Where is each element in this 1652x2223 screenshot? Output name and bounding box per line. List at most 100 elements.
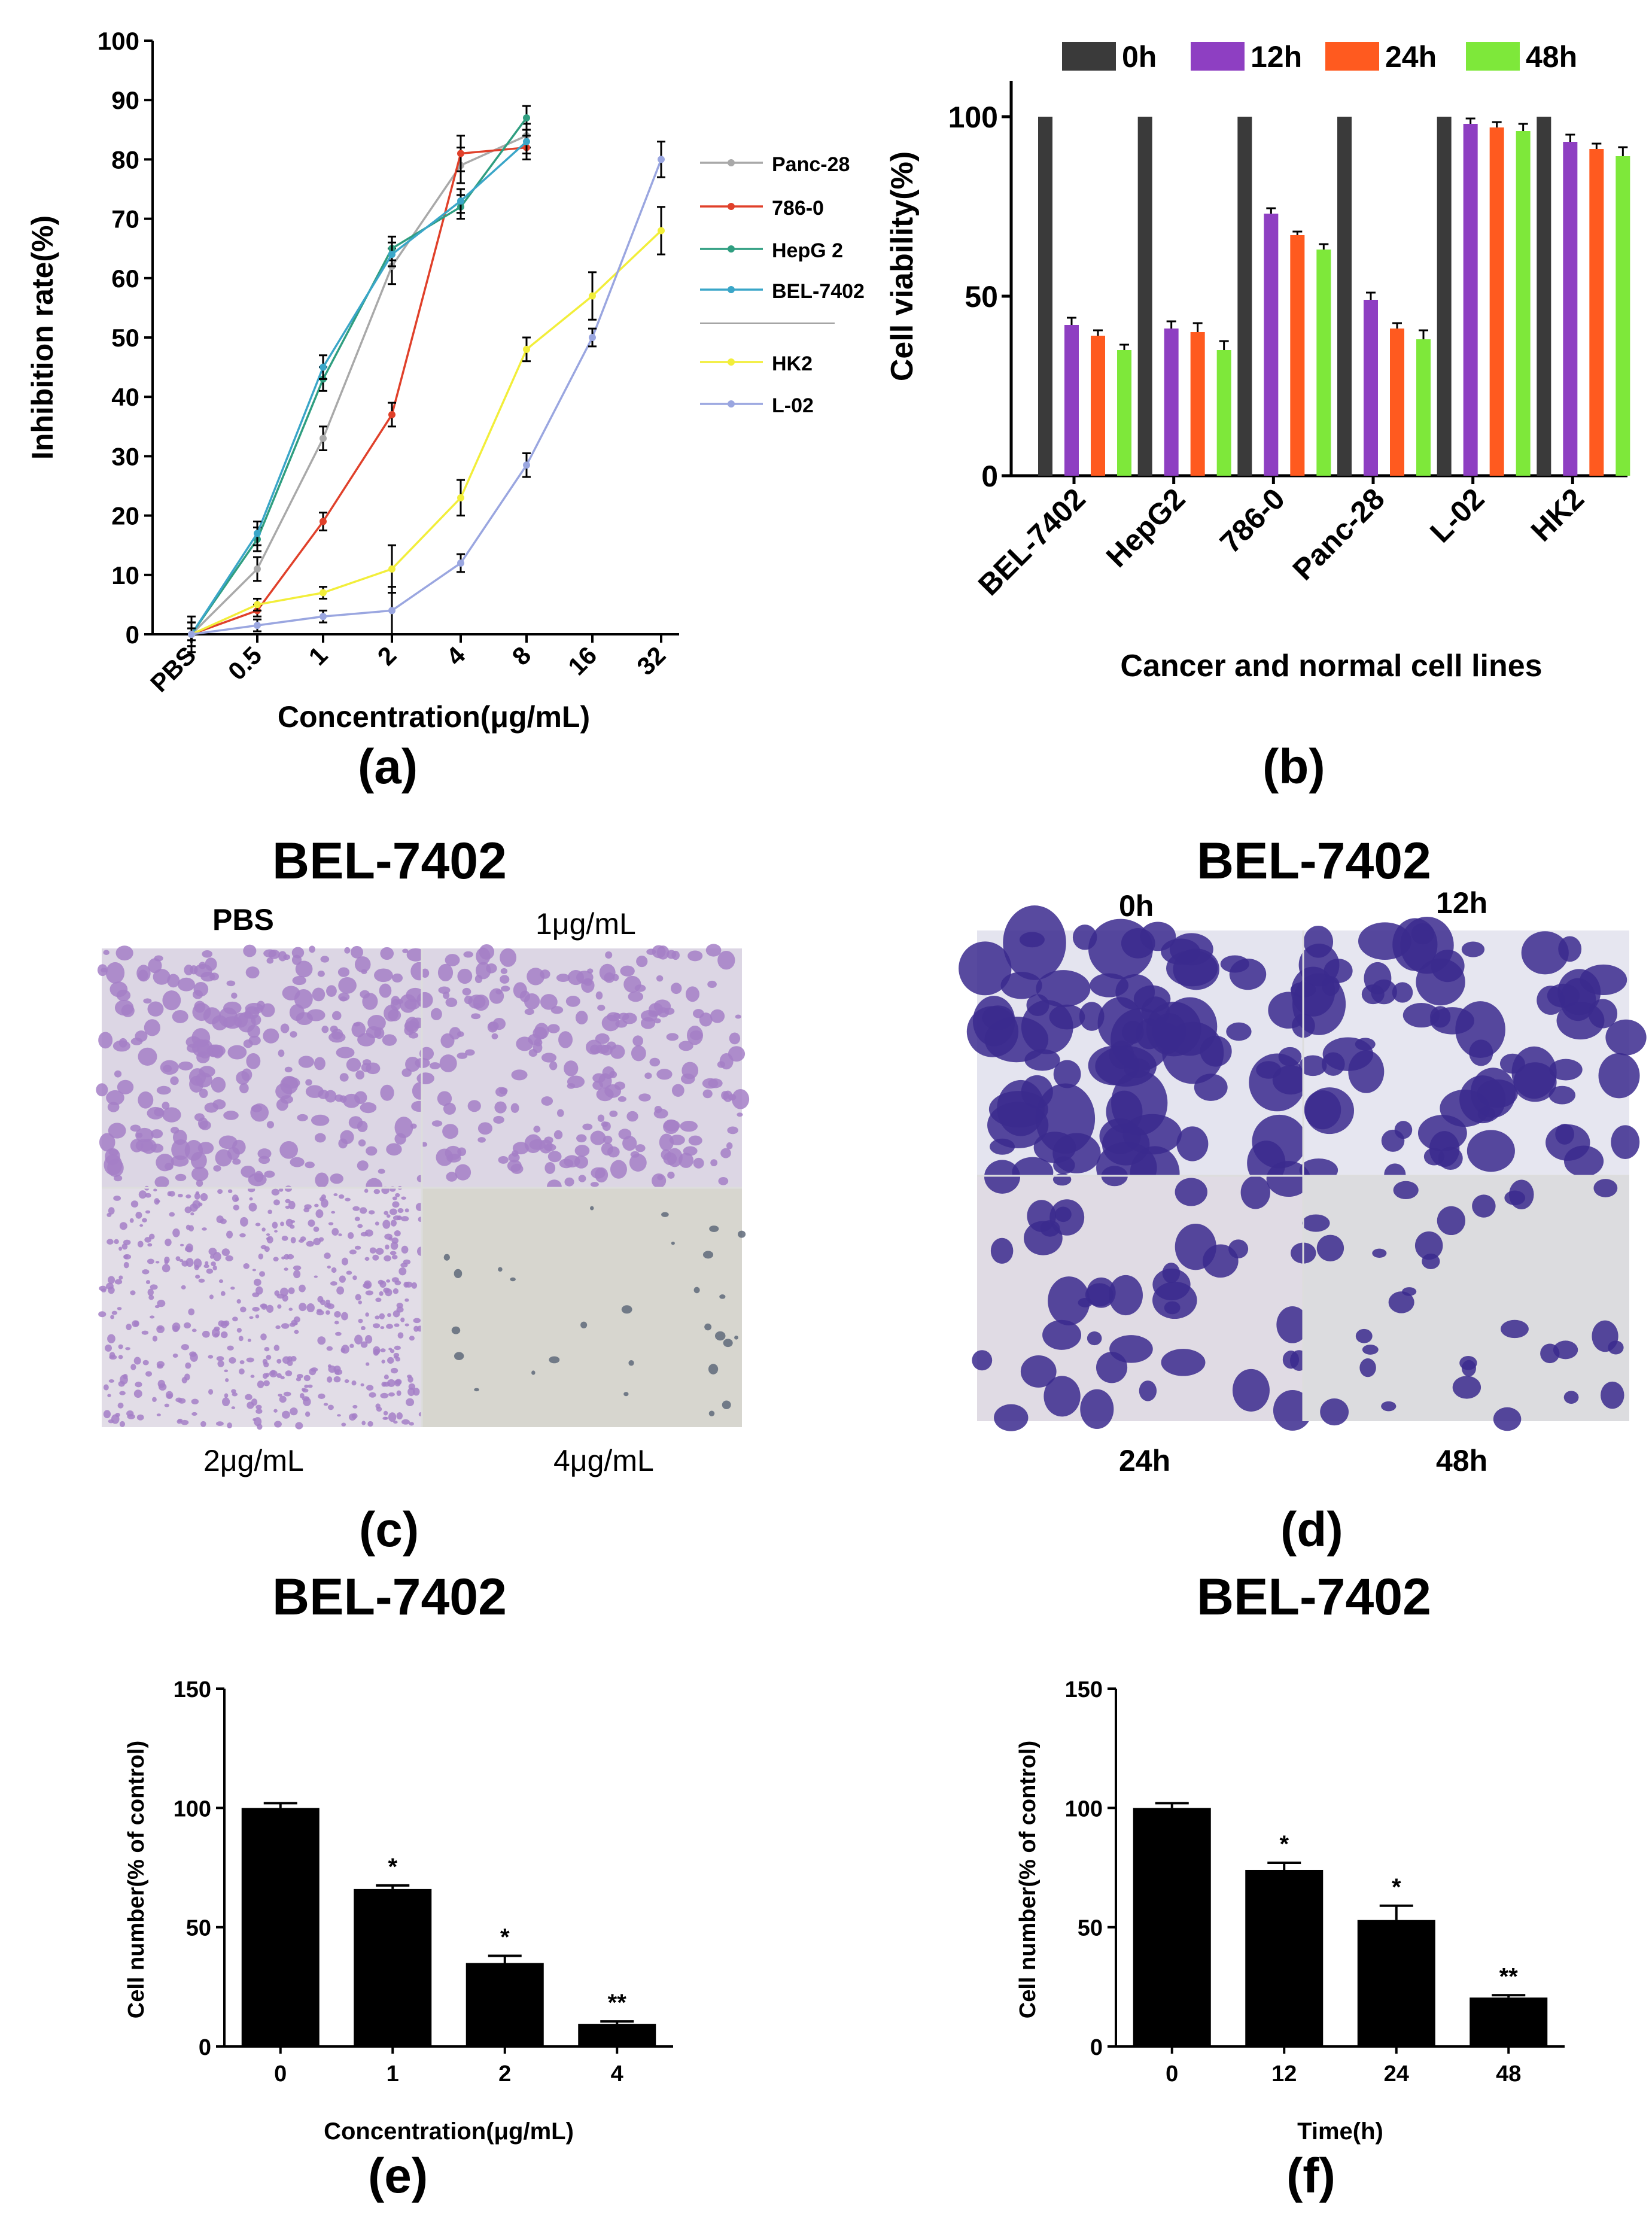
legend-swatch <box>1062 42 1116 71</box>
stained-cell-cluster <box>368 1210 375 1215</box>
stained-cell-cluster <box>352 1275 357 1281</box>
stained-cell-cluster <box>317 1296 324 1303</box>
bar-12h <box>1064 325 1079 476</box>
stained-cell-cluster <box>693 1287 700 1294</box>
stained-cell-cluster <box>243 944 257 957</box>
bar-0h <box>1038 117 1052 476</box>
legend-label: 24h <box>1385 40 1437 74</box>
stained-cell-cluster <box>164 1403 169 1407</box>
x-tick-label: HK2 <box>1525 482 1590 548</box>
stained-cell-cluster <box>191 1328 197 1333</box>
stained-cell-cluster <box>107 1102 120 1112</box>
stained-cell-cluster <box>1394 1121 1413 1139</box>
stained-cell-cluster <box>1388 1291 1414 1313</box>
stained-cell-cluster <box>451 1326 461 1334</box>
stained-cell-cluster <box>297 1114 308 1121</box>
stained-cell-cluster <box>299 1303 307 1312</box>
stained-cell-cluster <box>379 983 392 998</box>
stained-cell-cluster <box>488 1021 499 1031</box>
x-tick-label: 786-0 <box>1213 482 1291 559</box>
stained-cell-cluster <box>197 1117 208 1130</box>
stained-cell-cluster <box>349 1249 357 1255</box>
stained-cell-cluster <box>564 1155 580 1167</box>
micrograph-caption-4ug: 4μg/mL <box>553 1444 654 1477</box>
stained-cell-cluster <box>252 1292 260 1297</box>
stained-cell-cluster <box>1096 1352 1128 1383</box>
stained-cell-cluster <box>118 1275 123 1280</box>
stained-cell-cluster <box>380 947 394 960</box>
stained-cell-cluster <box>196 1179 203 1187</box>
stained-cell-cluster <box>352 1404 358 1409</box>
stained-cell-cluster <box>394 1117 413 1139</box>
stained-cell-cluster <box>491 1033 498 1040</box>
stained-cell-cluster <box>421 968 430 978</box>
stained-cell-cluster <box>709 1225 719 1232</box>
stained-cell-cluster <box>421 1142 428 1147</box>
stained-cell-cluster <box>172 1354 178 1358</box>
y-tick-label: 20 <box>111 502 139 530</box>
bar-48h <box>1216 350 1231 476</box>
stained-cell-cluster <box>1164 1301 1181 1315</box>
stained-cell-cluster <box>397 1215 402 1221</box>
stained-cell-cluster <box>500 948 517 967</box>
stained-cell-cluster <box>1414 1231 1443 1260</box>
stained-cell-cluster <box>340 1348 346 1353</box>
stained-cell-cluster <box>722 1400 731 1410</box>
stained-cell-cluster <box>1108 1275 1143 1316</box>
stained-cell-cluster <box>119 1391 126 1395</box>
stained-cell-cluster <box>455 1164 471 1181</box>
stained-cell-cluster <box>222 1397 230 1407</box>
stained-cell-cluster <box>366 1385 374 1391</box>
stained-cell-cluster <box>513 982 527 999</box>
stained-cell-cluster <box>293 1270 301 1279</box>
stained-cell-cluster <box>208 1248 217 1255</box>
stained-cell-cluster <box>702 1251 714 1259</box>
stained-cell-cluster <box>273 1409 278 1413</box>
bar-48h <box>1616 156 1630 476</box>
x-tick-label: 32 <box>631 641 671 680</box>
stained-cell-cluster <box>457 1031 464 1037</box>
stained-cell-cluster <box>671 983 682 995</box>
stained-cell-cluster <box>438 986 451 995</box>
stained-cell-cluster <box>382 1034 397 1046</box>
stained-cell-cluster <box>139 1224 144 1227</box>
y-tick-label: 30 <box>111 442 139 470</box>
significance-marker: * <box>1392 1874 1401 1900</box>
stained-cell-cluster <box>404 1281 413 1288</box>
stained-cell-cluster <box>663 1119 679 1135</box>
stained-cell-cluster <box>117 1307 122 1310</box>
stained-cell-cluster <box>409 1422 414 1426</box>
stained-cell-cluster <box>175 1173 187 1181</box>
stained-cell-cluster <box>386 1214 391 1218</box>
stained-cell-cluster <box>212 1015 228 1030</box>
stained-cell-cluster <box>501 986 510 992</box>
stained-cell-cluster <box>259 1271 266 1277</box>
stained-cell-cluster <box>1090 973 1129 998</box>
stained-cell-cluster <box>209 1254 214 1259</box>
legend-marker <box>728 358 735 366</box>
micrograph-caption-2ug: 2μg/mL <box>203 1444 304 1477</box>
stained-cell-cluster <box>396 1412 403 1420</box>
stained-cell-cluster <box>276 1373 282 1378</box>
stained-cell-cluster <box>273 1345 280 1351</box>
stained-cell-cluster <box>120 1374 128 1385</box>
stained-cell-cluster <box>245 1394 252 1400</box>
stained-cell-cluster <box>157 1300 166 1307</box>
stained-cell-cluster <box>152 1336 158 1342</box>
stained-cell-cluster <box>330 1173 343 1184</box>
significance-marker: ** <box>1499 1963 1519 1990</box>
stained-cell-cluster <box>361 969 367 975</box>
stained-cell-cluster <box>367 1421 373 1427</box>
stained-cell-cluster <box>386 1279 391 1283</box>
stained-cell-cluster <box>119 1222 127 1230</box>
stained-cell-cluster <box>354 1334 363 1345</box>
stained-cell-cluster <box>266 1237 271 1240</box>
stained-cell-cluster <box>157 1327 163 1330</box>
micrograph-field <box>422 1188 742 1427</box>
stained-cell-cluster <box>430 1008 442 1020</box>
stained-cell-cluster <box>585 1039 603 1055</box>
stained-cell-cluster <box>1477 1106 1496 1122</box>
stained-cell-cluster <box>364 1334 373 1344</box>
stained-cell-cluster <box>734 1335 738 1340</box>
stained-cell-cluster <box>148 958 162 974</box>
